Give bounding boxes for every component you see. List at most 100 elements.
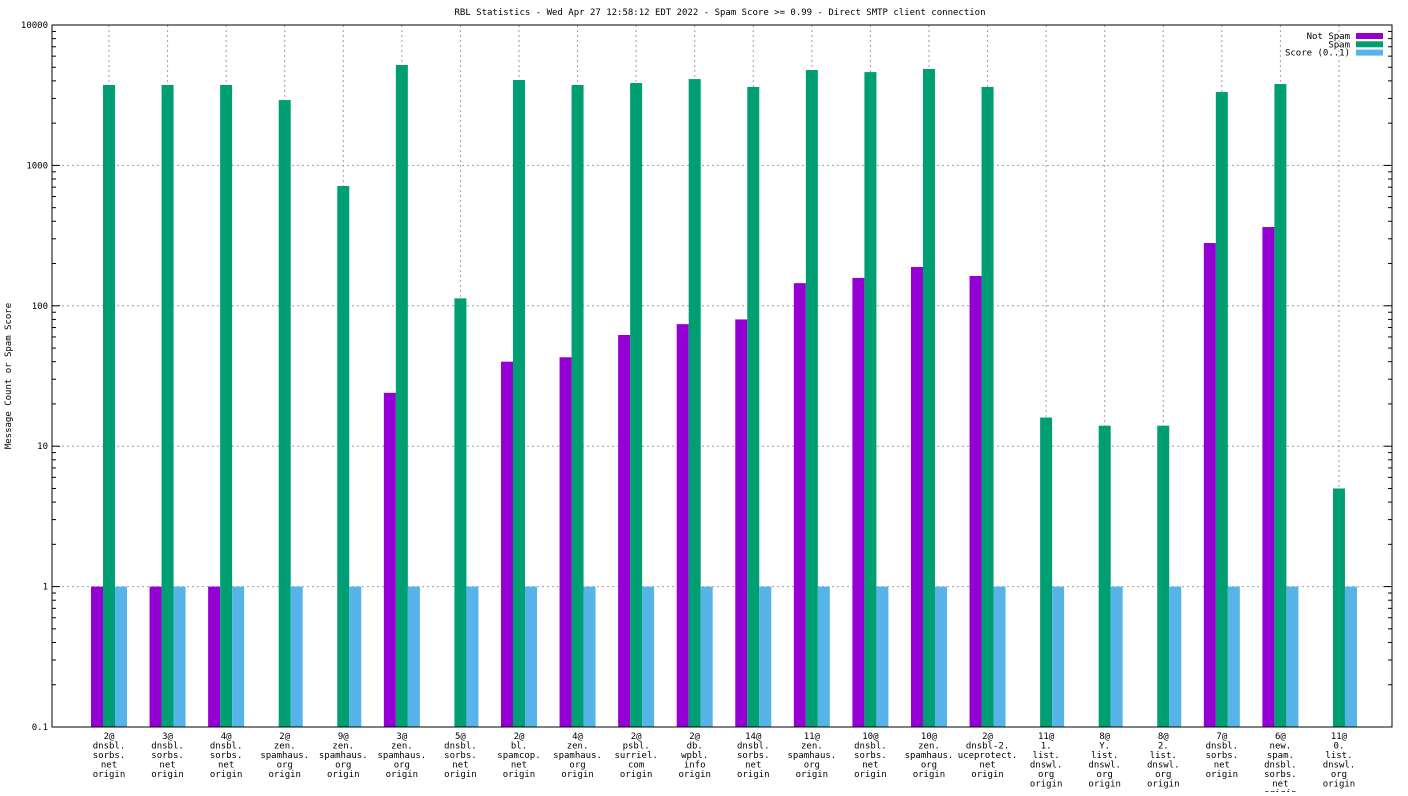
bar-not-spam — [383, 392, 396, 727]
bar-not-spam — [559, 357, 572, 727]
x-tick-label: dnswl. — [1088, 761, 1121, 771]
x-tick-label: 2. — [1158, 742, 1169, 752]
x-tick-label: origin — [386, 770, 419, 780]
x-tick-label: org — [335, 761, 351, 771]
x-tick-label: net — [979, 761, 995, 771]
bar-spam — [864, 72, 877, 727]
x-tick-label: org — [1331, 770, 1347, 780]
x-tick-label: origin — [913, 770, 946, 780]
x-tick-label: Y. — [1099, 742, 1110, 752]
bar-not-spam — [735, 319, 748, 727]
bar-score — [1286, 586, 1299, 727]
x-tick-label: 11@ — [804, 732, 821, 742]
x-tick-label: net — [218, 761, 234, 771]
legend-label: Score (0..1) — [1285, 49, 1350, 59]
x-tick-label: 11@ — [1331, 732, 1348, 742]
x-tick-label: 4@ — [221, 732, 232, 742]
x-tick-label: origin — [1147, 780, 1180, 790]
x-tick-label: zen. — [567, 742, 589, 752]
x-tick-label: origin — [268, 770, 301, 780]
x-tick-label: dnsbl. — [210, 742, 243, 752]
x-tick-label: origin — [1030, 780, 1063, 790]
bar-spam — [337, 186, 350, 727]
bar-spam — [1274, 83, 1287, 727]
x-tick-label: origin — [1088, 780, 1121, 790]
x-tick-label: origin — [151, 770, 184, 780]
x-tick-label: dnsbl. — [151, 742, 184, 752]
bar-score — [290, 586, 303, 727]
x-tick-label: 11@ — [1038, 732, 1055, 742]
x-tick-label: net — [511, 761, 527, 771]
bar-not-spam — [852, 277, 865, 727]
x-tick-label: sorbs. — [1206, 751, 1239, 761]
x-tick-label: origin — [561, 770, 594, 780]
legend-swatch — [1356, 41, 1383, 48]
x-tick-label: net — [101, 761, 117, 771]
bar-score — [232, 586, 245, 727]
plot-border — [51, 24, 1393, 728]
bar-spam — [571, 84, 584, 728]
bar-not-spam — [500, 361, 513, 727]
x-tick-label: 2@ — [631, 732, 642, 742]
x-tick-label: net — [745, 761, 761, 771]
x-tick-label: 6@ — [1275, 732, 1286, 742]
x-tick-label: list. — [1150, 751, 1177, 761]
bar-score — [1344, 586, 1357, 727]
y-axis-label: Message Count or Spam Score — [4, 303, 14, 449]
x-tick-label: 14@ — [745, 732, 762, 742]
x-tick-label: origin — [971, 770, 1004, 780]
x-tick-label: origin — [737, 770, 770, 780]
bar-spam — [1040, 417, 1053, 727]
bar-spam — [630, 83, 643, 727]
bar-not-spam — [969, 276, 982, 727]
bar-score — [173, 586, 186, 727]
x-tick-label: bl. — [511, 742, 527, 752]
bar-not-spam — [149, 586, 162, 727]
chart-title: RBL Statistics - Wed Apr 27 12:58:12 EDT… — [454, 8, 985, 18]
bar-spam — [1215, 92, 1228, 727]
x-tick-label: zen. — [274, 742, 296, 752]
x-tick-label: org — [1097, 770, 1113, 780]
x-tick-label: dnswl. — [1147, 761, 1180, 771]
x-tick-label: sorbs. — [210, 751, 243, 761]
x-tick-label: zen. — [801, 742, 823, 752]
x-tick-label: dnswl. — [1030, 761, 1063, 771]
bar-score — [876, 586, 889, 727]
x-tick-label: list. — [1091, 751, 1118, 761]
x-tick-label: spamhaus. — [377, 751, 426, 761]
bar-spam — [220, 84, 233, 728]
bar-score — [466, 586, 479, 727]
bar-spam — [688, 79, 701, 728]
legend-label: Not Spam — [1307, 32, 1350, 42]
bar-spam — [1332, 488, 1345, 727]
bar-spam — [805, 70, 818, 728]
x-tick-label: 1. — [1041, 742, 1052, 752]
bar-score — [115, 586, 127, 727]
x-tick-label: 8@ — [1099, 732, 1110, 742]
bar-score — [934, 586, 947, 727]
x-tick-label: sorbs. — [444, 751, 477, 761]
x-tick-label: sorbs. — [93, 751, 126, 761]
x-tick-label: psbl. — [623, 742, 650, 752]
bar-score — [759, 586, 772, 727]
x-tick-label: net — [862, 761, 878, 771]
x-tick-label: org — [921, 761, 937, 771]
x-tick-label: spamhaus. — [319, 751, 368, 761]
x-tick-label: org — [1155, 770, 1171, 780]
x-tick-label: org — [277, 761, 293, 771]
x-tick-label: 5@ — [455, 732, 466, 742]
bar-not-spam — [1262, 227, 1275, 727]
x-tick-label: info — [684, 761, 706, 771]
x-tick-label: origin — [1323, 780, 1356, 790]
x-tick-label: list. — [1325, 751, 1352, 761]
x-tick-label: origin — [678, 770, 711, 780]
bar-spam — [1098, 425, 1111, 727]
x-tick-label: 10@ — [862, 732, 879, 742]
bar-spam — [981, 86, 994, 727]
x-tick-label: 2@ — [514, 732, 525, 742]
x-tick-label: 9@ — [338, 732, 349, 742]
bar-score — [1169, 586, 1182, 727]
x-tick-label: origin — [1206, 770, 1239, 780]
x-tick-label: spamhaus. — [905, 751, 954, 761]
